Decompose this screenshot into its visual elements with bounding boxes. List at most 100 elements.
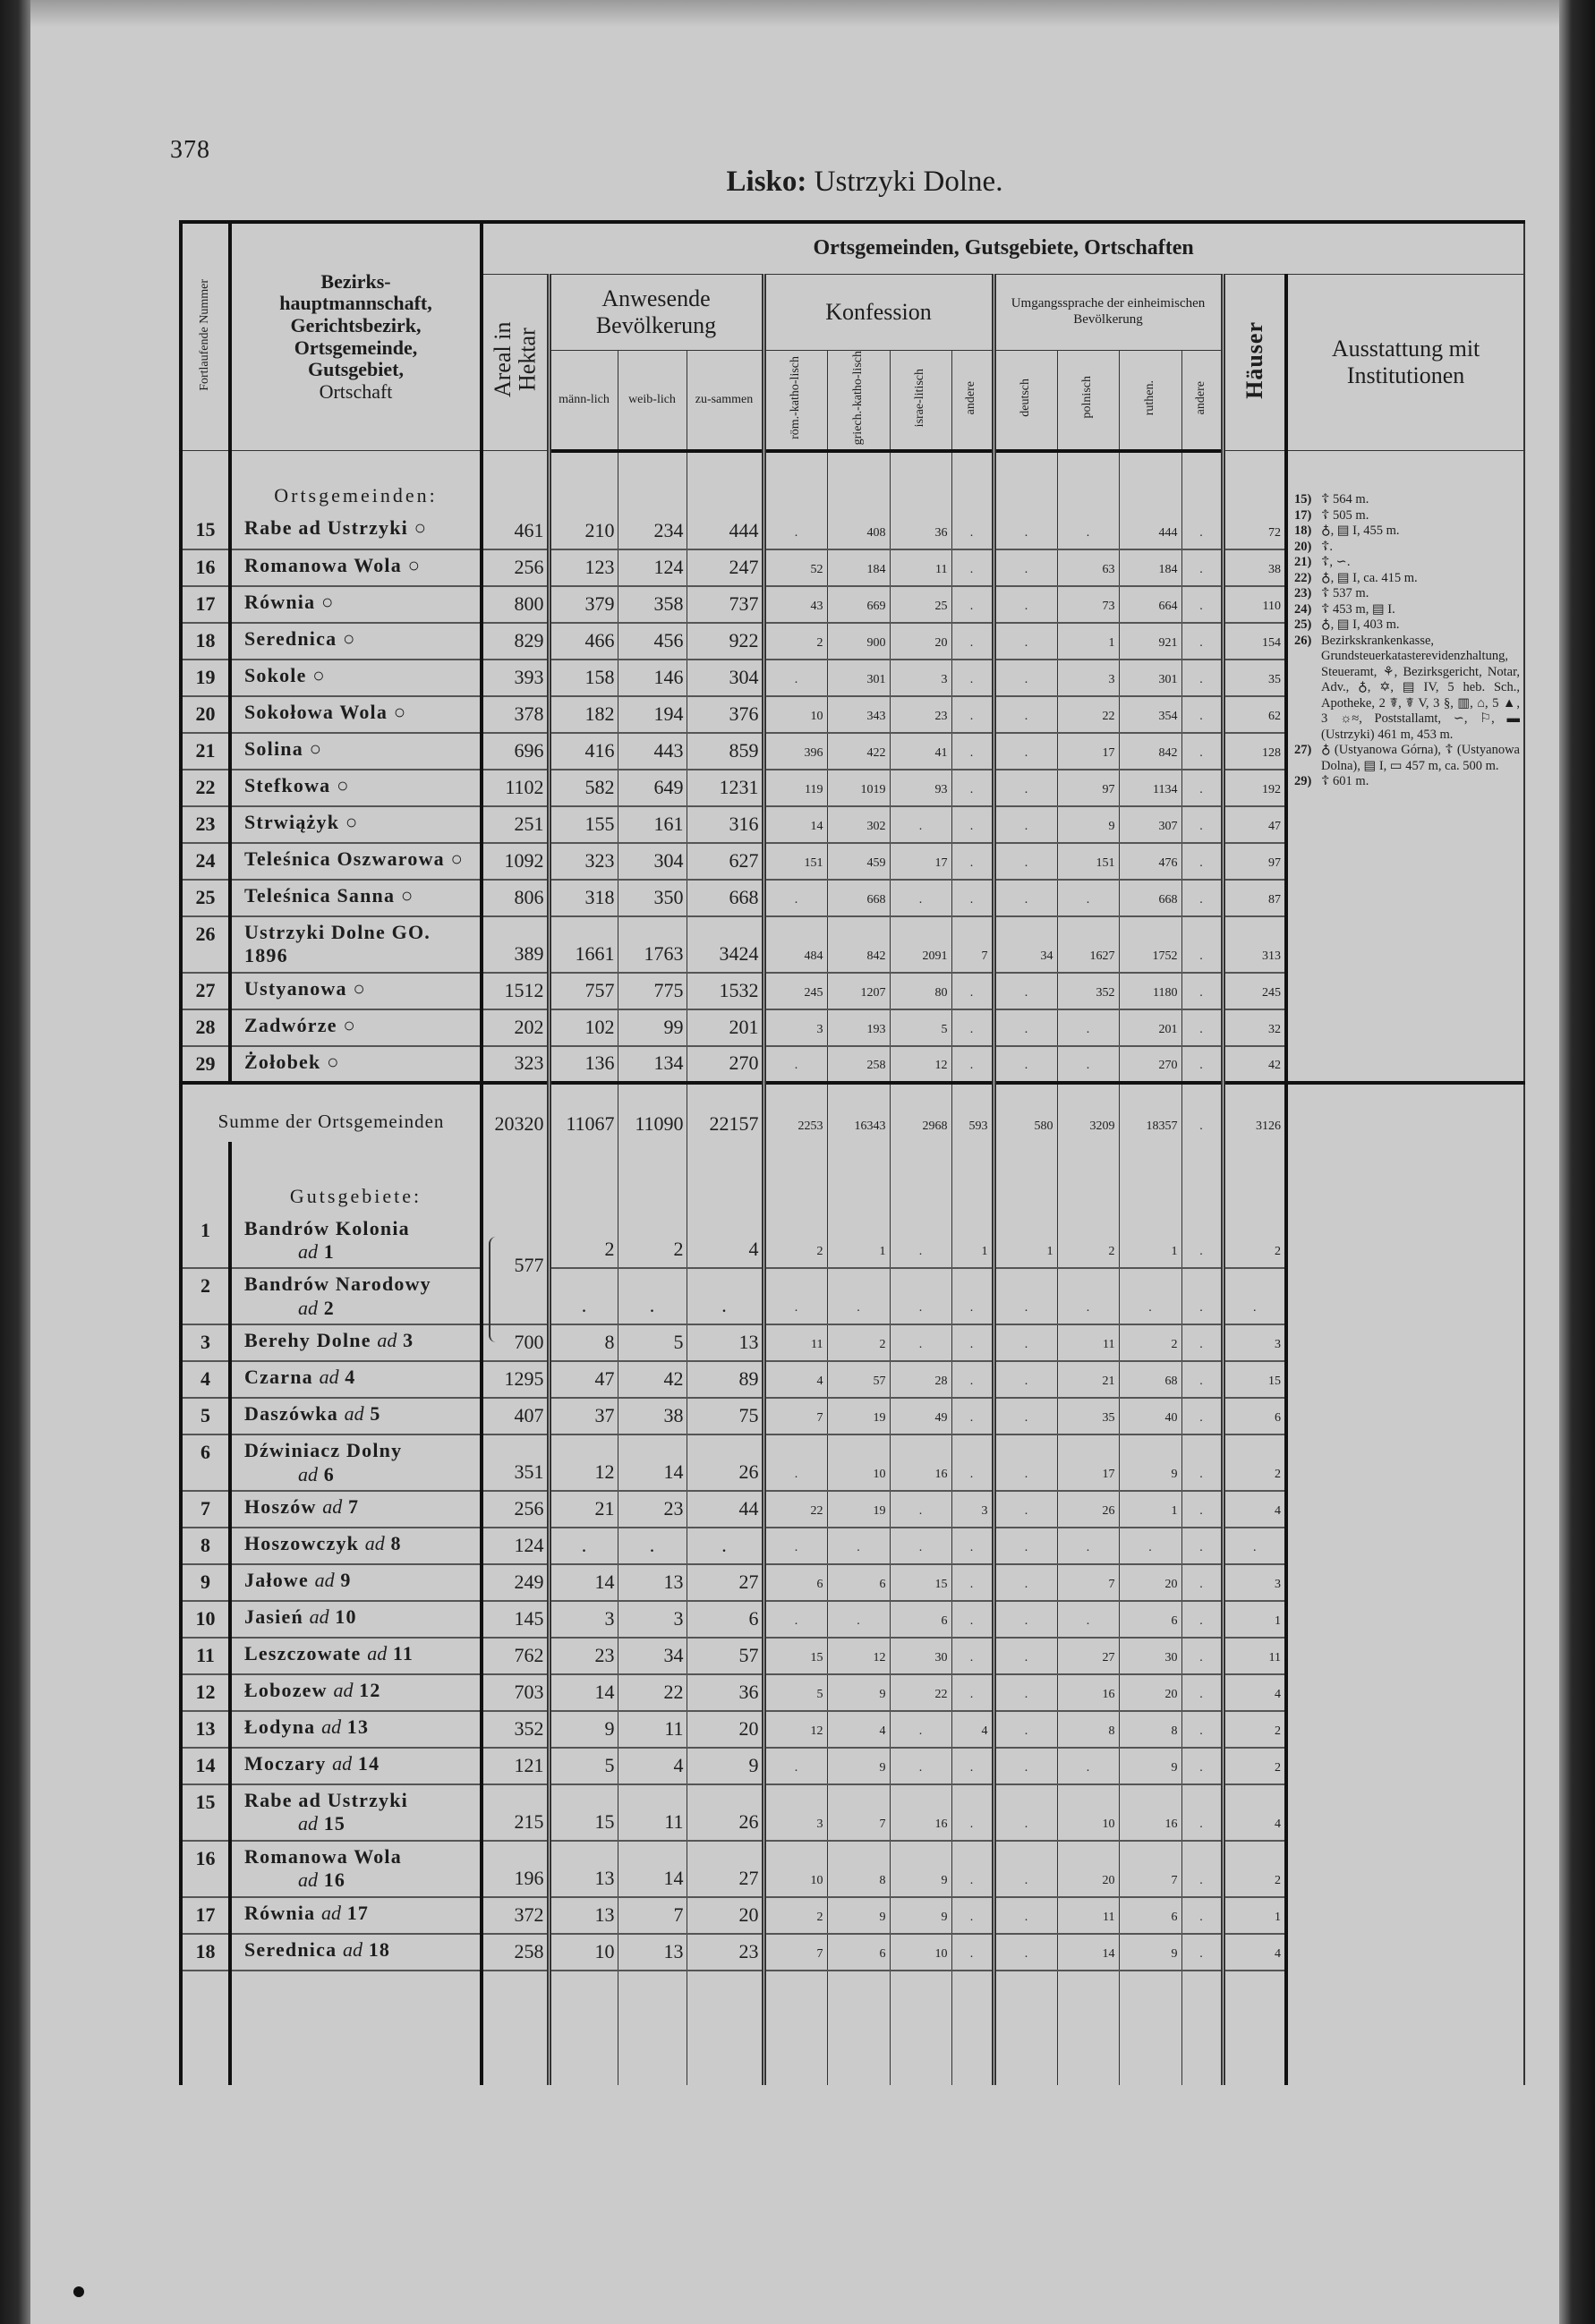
empty-nr: [179, 1970, 232, 2085]
value-cell: 47: [546, 1361, 618, 1400]
table-row: 28 Zadwórze ○ 202 102 99 201 3 193 5... 201. 32: [179, 1009, 1526, 1047]
ad-word: ad: [333, 1678, 354, 1701]
section-label: Ortsgemeinden:: [229, 450, 483, 513]
ad-word: ad: [321, 1715, 342, 1738]
value-cell: .: [761, 1434, 828, 1492]
value-cell: 16: [889, 1434, 952, 1492]
value-cell: 20: [1118, 1563, 1182, 1602]
ad-reference: ad 2: [244, 1297, 474, 1320]
value-cell: 900: [826, 622, 891, 660]
value-cell: 10: [826, 1434, 891, 1492]
value-cell: 1661: [546, 915, 618, 974]
value-cell: 696: [481, 732, 550, 770]
value-cell: .: [1181, 1490, 1224, 1528]
value-cell: 34: [617, 1637, 687, 1675]
value-cell: 11: [1220, 1637, 1287, 1675]
value-cell: .: [1056, 1527, 1120, 1565]
value-cell: 6: [686, 1600, 764, 1639]
value-cell: .: [761, 879, 828, 917]
value-cell: 258: [826, 1045, 891, 1084]
ad-word: ad: [298, 1296, 318, 1319]
place-name-text: Bandrów Narodowy: [244, 1273, 431, 1296]
empty-cell: [761, 1970, 828, 2085]
value-cell: .: [951, 1361, 994, 1400]
empty-cell: [1181, 450, 1224, 513]
sum-row: Summe der Ortsgemeinden 20320 11067 11090 22…: [179, 1080, 1526, 1142]
value-cell: 158: [546, 659, 618, 697]
value-cell: 20: [1056, 1840, 1120, 1898]
value-cell: 775: [617, 972, 687, 1010]
value-cell: .: [1181, 622, 1224, 660]
value-cell: 302: [826, 805, 891, 844]
value-cell: 703: [481, 1673, 550, 1712]
empty-cell: [826, 1141, 891, 1213]
shared-areal-brace: [489, 1237, 498, 1342]
ad-word: ad: [298, 1462, 318, 1485]
value-cell: 379: [546, 585, 618, 624]
note-text: ♁, ▤ I, 403 m.: [1321, 617, 1400, 632]
header-sprache: Umgangssprache der einheimischen Bevölke…: [991, 273, 1224, 351]
value-cell: 99: [617, 1009, 687, 1047]
value-cell: .: [991, 659, 1058, 697]
value-cell: 4: [1220, 1933, 1287, 1971]
row-number: 25: [179, 879, 232, 917]
value-cell: 1: [1220, 1600, 1287, 1639]
place-name: Serednica ○: [229, 622, 483, 660]
ausstattung-notes: 15) ☦ 564 m. 17) ☦ 505 m. 18) ♁, ▤ I, 455 m. 2…: [1294, 492, 1520, 790]
value-cell: .: [1056, 879, 1120, 917]
place-name: Moczary ad 14: [229, 1747, 483, 1785]
notes-cell: [1284, 450, 1526, 513]
value-cell: 21: [1056, 1361, 1120, 1400]
notes-cell: [1284, 1710, 1526, 1748]
notes-cell: [1284, 1747, 1526, 1784]
value-cell: 14: [617, 1434, 687, 1492]
value-cell: .: [1181, 1896, 1224, 1935]
ad-reference: ad 6: [244, 1463, 474, 1486]
value-cell: 6: [1118, 1896, 1182, 1935]
value-cell: .: [991, 1268, 1058, 1326]
value-cell: 2091: [889, 915, 952, 974]
table-row: 10 Jasień ad 10 145 3 3 6.. 6... 6. 1: [179, 1600, 1526, 1639]
value-cell: 3: [1220, 1324, 1287, 1363]
value-cell: .: [761, 1747, 828, 1785]
empty-cell: [889, 1141, 952, 1213]
value-cell: 416: [546, 732, 618, 770]
notes-cell: [1284, 512, 1526, 549]
value-cell: .: [889, 1490, 952, 1528]
ad-number: 10: [335, 1605, 357, 1628]
value-cell: .: [1181, 1268, 1224, 1326]
note-item: 27) ♁ (Ustyanowa Górna), ☦ (Ustyanowa Dol…: [1294, 743, 1520, 774]
value-cell: 37: [546, 1398, 618, 1436]
value-cell: .: [951, 1933, 994, 1971]
row-number: 14: [179, 1747, 232, 1785]
value-cell: 63: [1056, 549, 1120, 587]
row-number: 1: [179, 1213, 232, 1270]
value-cell: 466: [546, 622, 618, 660]
value-cell: .: [991, 1896, 1058, 1935]
value-cell: 20: [889, 622, 952, 660]
value-cell: .: [951, 622, 994, 660]
value-cell: 40: [1118, 1398, 1182, 1436]
value-cell: 649: [617, 769, 687, 807]
value-cell: 11: [617, 1783, 687, 1842]
value-cell: 11: [617, 1710, 687, 1749]
value-cell: 8: [1056, 1710, 1120, 1749]
ad-word: ad: [342, 1937, 362, 1961]
value-cell: 151: [761, 842, 828, 881]
value-cell: .: [1181, 1747, 1224, 1785]
ad-word: ad: [314, 1568, 335, 1591]
notes-cell: [1284, 732, 1526, 770]
sum-value: 11067: [546, 1080, 618, 1142]
place-name: Romanowa Wola ○: [229, 549, 483, 587]
row-number: 15: [179, 512, 232, 550]
note-text: ☦ 537 m.: [1321, 586, 1369, 600]
table-row: 17 Równia ○ 800 379 358 737 43 669 25.. 73 664. 110: [179, 585, 1526, 624]
value-cell: 2: [1220, 1747, 1287, 1785]
value-cell: 8: [546, 1324, 618, 1363]
value-cell: .: [951, 805, 994, 844]
row-number: 6: [179, 1434, 232, 1492]
value-cell: 800: [481, 585, 550, 624]
value-cell: .: [1181, 1783, 1224, 1842]
ad-number: 12: [359, 1678, 381, 1701]
value-cell: 842: [1118, 732, 1182, 770]
